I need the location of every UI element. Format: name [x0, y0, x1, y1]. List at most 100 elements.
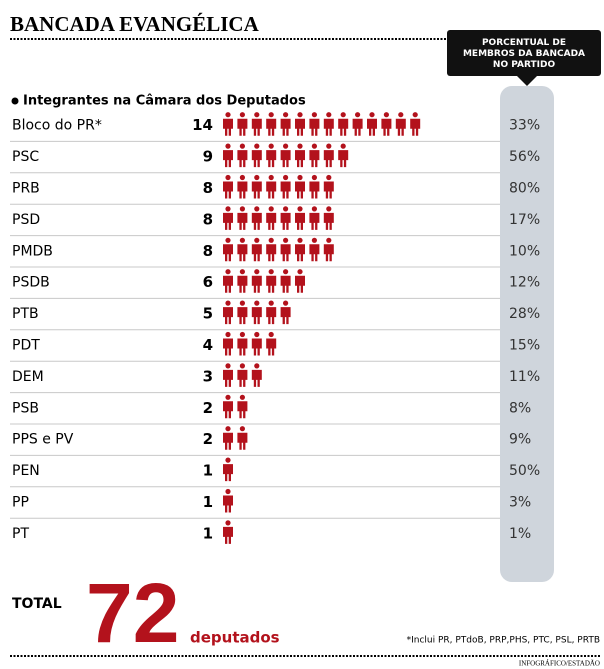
person-body [251, 275, 262, 293]
total-unit: deputados [190, 629, 280, 647]
person-head [225, 112, 231, 118]
person-body [223, 244, 233, 262]
badge-pointer [517, 76, 537, 86]
icon-row [223, 426, 248, 450]
person-body [266, 118, 277, 136]
person-head [340, 143, 346, 149]
person-head [268, 237, 274, 243]
share-badge [447, 30, 601, 76]
count-label: 8 [203, 210, 213, 228]
person-head [311, 112, 317, 118]
person-head [254, 206, 260, 212]
person-head [268, 206, 274, 212]
person-head [225, 174, 231, 181]
person-head [239, 300, 245, 306]
person-body [266, 150, 277, 168]
person-body [280, 307, 291, 325]
person-body [323, 181, 334, 199]
chart-title: BANCADA EVANGÉLICA [10, 12, 260, 36]
person-head [398, 112, 404, 118]
person-body [251, 307, 262, 325]
person-head [283, 143, 289, 149]
count-label: 2 [203, 430, 213, 448]
person-body [223, 275, 233, 293]
person-head [239, 206, 245, 212]
share-value: 17% [509, 212, 540, 228]
person-head [254, 112, 260, 118]
person-body [266, 307, 277, 325]
icon-row [223, 237, 334, 262]
person-head [268, 300, 274, 306]
party-label: PT [12, 526, 29, 542]
person-body [280, 275, 291, 293]
party-label: Bloco do PR* [12, 118, 102, 134]
person-body [323, 212, 334, 230]
person-head [297, 143, 303, 149]
person-body [338, 150, 349, 168]
person-body [381, 118, 392, 136]
person-body [223, 118, 233, 136]
person-body [223, 150, 233, 168]
person-body [251, 369, 262, 387]
count-label: 1 [203, 524, 213, 542]
person-body [223, 212, 233, 230]
bullet [11, 97, 19, 105]
person-body [237, 118, 248, 136]
count-label: 4 [203, 336, 213, 354]
person-body [237, 244, 248, 262]
count-label: 9 [203, 148, 213, 166]
person-head [311, 206, 317, 212]
count-label: 3 [203, 367, 213, 385]
count-label: 2 [203, 399, 213, 417]
party-label: PEN [12, 463, 40, 479]
person-head [239, 174, 245, 181]
person-head [283, 237, 289, 243]
person-body [223, 338, 233, 356]
person-head [412, 112, 418, 118]
person-head [254, 143, 260, 149]
person-body [266, 181, 277, 199]
share-value: 50% [509, 463, 540, 479]
share-value: 33% [509, 118, 540, 134]
footnote: *Inclui PR, PTdoB, PRP,PHS, PTC, PSL, PR… [407, 636, 600, 646]
person-head [225, 363, 231, 369]
person-body [223, 495, 233, 513]
person-body [295, 150, 305, 168]
person-body [295, 244, 305, 262]
person-body [266, 244, 277, 262]
party-label: PDT [12, 338, 40, 354]
person-head [297, 269, 303, 275]
person-body [295, 275, 305, 293]
icon-row [223, 174, 334, 199]
person-head [283, 174, 289, 181]
person-body [280, 181, 291, 199]
count-label: 5 [203, 305, 213, 323]
person-head [239, 112, 245, 118]
party-label: PPS e PV [12, 432, 74, 448]
person-head [239, 237, 245, 243]
icon-row [223, 331, 277, 356]
person-body [309, 212, 320, 230]
party-label: PRB [12, 181, 40, 197]
party-label: PTB [12, 306, 39, 322]
person-head [225, 457, 231, 463]
person-head [311, 174, 317, 181]
person-head [326, 112, 332, 118]
person-body [410, 118, 421, 136]
person-head [283, 206, 289, 212]
person-head [239, 426, 245, 432]
credit: INFOGRÁFICO/ESTADÃO [519, 660, 600, 668]
person-head [239, 394, 245, 400]
person-body [237, 401, 248, 419]
icon-row [223, 300, 291, 325]
share-value: 15% [509, 338, 540, 354]
person-body [395, 118, 406, 136]
party-label: DEM [12, 369, 44, 385]
share-label: PORCENTUAL DE MEMBROS DA BANCADA NO PARTID… [463, 38, 585, 70]
subtitle: Integrantes na Câmara dos Deputados [23, 94, 306, 109]
person-head [326, 174, 332, 181]
person-body [323, 118, 334, 136]
person-body [223, 181, 233, 199]
person-body [237, 369, 248, 387]
person-head [326, 237, 332, 243]
